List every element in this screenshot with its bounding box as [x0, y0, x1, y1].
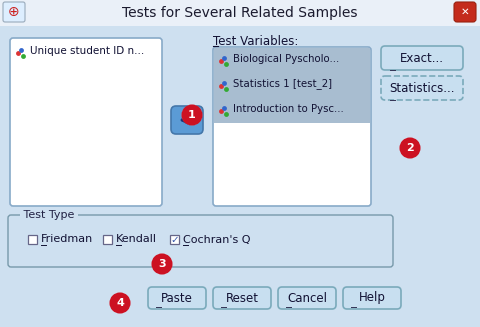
- Text: Exact...: Exact...: [400, 51, 444, 64]
- Text: ⊕: ⊕: [8, 5, 20, 19]
- FancyBboxPatch shape: [381, 76, 463, 100]
- Text: 2: 2: [406, 143, 414, 153]
- Text: Biological Pyscholo...: Biological Pyscholo...: [233, 54, 339, 64]
- FancyBboxPatch shape: [381, 46, 463, 70]
- Text: Kendall: Kendall: [116, 234, 157, 245]
- FancyBboxPatch shape: [343, 287, 401, 309]
- Circle shape: [401, 140, 419, 157]
- Circle shape: [111, 295, 129, 312]
- Text: Cochran's Q: Cochran's Q: [183, 234, 251, 245]
- Circle shape: [400, 139, 420, 158]
- Text: ✕: ✕: [461, 7, 469, 17]
- FancyBboxPatch shape: [0, 26, 480, 327]
- FancyBboxPatch shape: [0, 0, 480, 26]
- Text: 4: 4: [116, 298, 124, 308]
- Text: 1: 1: [188, 110, 196, 120]
- Text: Statistics 1 [test_2]: Statistics 1 [test_2]: [233, 78, 332, 90]
- Text: Tests for Several Related Samples: Tests for Several Related Samples: [122, 6, 358, 20]
- Text: Reset: Reset: [226, 291, 259, 304]
- FancyBboxPatch shape: [213, 47, 371, 206]
- Text: Unique student ID n...: Unique student ID n...: [30, 46, 144, 56]
- Text: ✓: ✓: [170, 234, 179, 245]
- Text: Introduction to Pysc...: Introduction to Pysc...: [233, 104, 344, 114]
- FancyBboxPatch shape: [28, 235, 37, 244]
- Circle shape: [183, 107, 201, 124]
- Circle shape: [153, 254, 171, 273]
- FancyBboxPatch shape: [10, 38, 162, 206]
- Circle shape: [154, 255, 170, 272]
- Text: Friedman: Friedman: [41, 234, 93, 245]
- Text: Cancel: Cancel: [287, 291, 327, 304]
- FancyBboxPatch shape: [213, 287, 271, 309]
- FancyBboxPatch shape: [103, 235, 112, 244]
- Text: 3: 3: [158, 259, 166, 269]
- FancyBboxPatch shape: [454, 2, 476, 22]
- FancyBboxPatch shape: [8, 215, 393, 267]
- FancyBboxPatch shape: [171, 106, 203, 134]
- FancyBboxPatch shape: [214, 48, 370, 123]
- FancyBboxPatch shape: [278, 287, 336, 309]
- Text: Statistics...: Statistics...: [389, 81, 455, 95]
- Circle shape: [110, 294, 130, 313]
- Text: Paste: Paste: [161, 291, 193, 304]
- Text: Test Type: Test Type: [20, 210, 78, 220]
- FancyBboxPatch shape: [148, 287, 206, 309]
- FancyBboxPatch shape: [170, 235, 179, 244]
- Text: Help: Help: [359, 291, 385, 304]
- FancyBboxPatch shape: [3, 2, 25, 22]
- Circle shape: [182, 106, 202, 125]
- Text: Test Variables:: Test Variables:: [213, 35, 299, 48]
